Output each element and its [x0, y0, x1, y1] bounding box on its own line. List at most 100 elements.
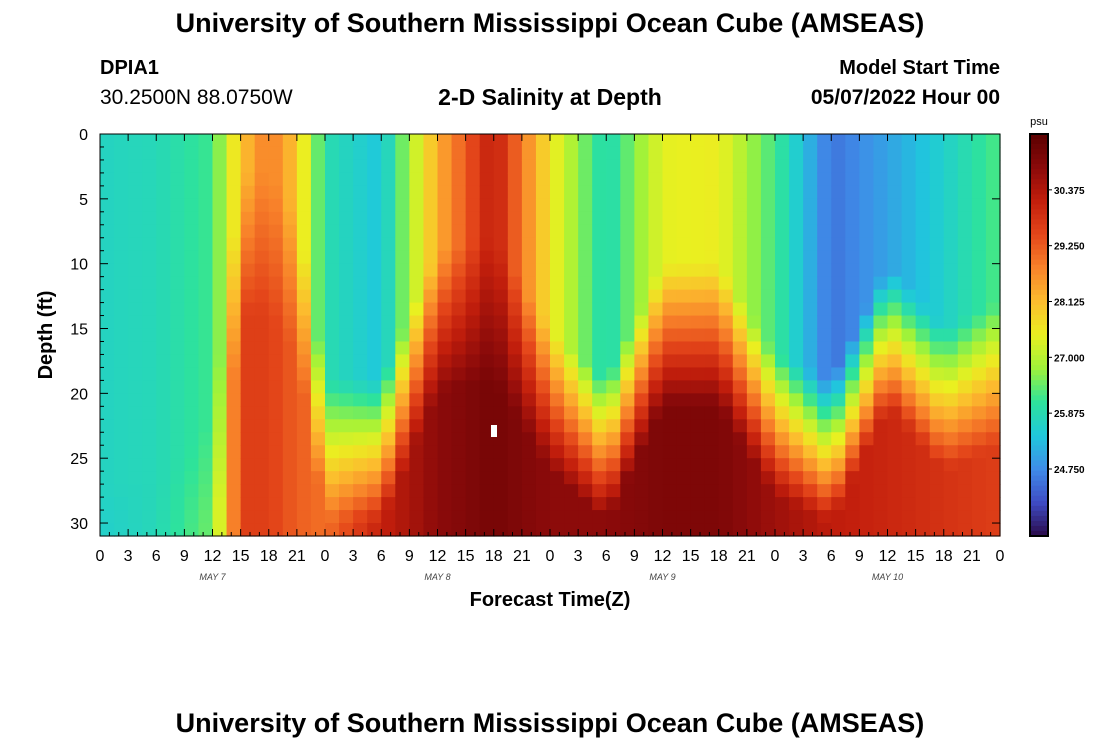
- heatmap-cell: [114, 354, 129, 369]
- heatmap-cell: [915, 159, 931, 174]
- heatmap-cell: [100, 393, 115, 407]
- heatmap-cell: [690, 237, 706, 252]
- heatmap-cell: [451, 250, 467, 265]
- heatmap-cell: [423, 393, 439, 407]
- heatmap-cell: [985, 445, 1001, 459]
- heatmap-cell: [718, 172, 734, 187]
- x-tick-label: 3: [574, 548, 583, 565]
- heatmap-cell: [156, 367, 171, 381]
- heatmap-cell: [395, 134, 410, 148]
- heatmap-cell: [212, 341, 228, 356]
- heatmap-cell: [353, 432, 368, 446]
- colorbar-segment: [1030, 400, 1048, 406]
- heatmap-cell: [606, 328, 621, 343]
- heatmap-cell: [507, 263, 523, 278]
- x-tick-label: 0: [771, 548, 780, 565]
- heatmap-cell: [339, 354, 354, 369]
- heatmap-cell: [760, 134, 776, 148]
- colorbar-segment: [1030, 345, 1048, 351]
- heatmap-cell: [775, 328, 790, 343]
- heatmap-cell: [395, 510, 410, 524]
- heatmap-cell: [620, 211, 635, 226]
- heatmap-cell: [760, 380, 776, 394]
- heatmap-cell: [100, 341, 115, 356]
- heatmap-cell: [423, 432, 439, 446]
- heatmap-cell: [212, 497, 228, 511]
- heatmap-cell: [226, 198, 242, 213]
- heatmap-cell: [240, 224, 256, 239]
- heatmap-cell: [226, 497, 242, 511]
- heatmap-cell: [310, 380, 326, 394]
- heatmap-cell: [817, 510, 832, 524]
- heatmap-cell: [915, 523, 931, 537]
- heatmap-cell: [114, 302, 129, 317]
- heatmap-cell: [325, 146, 340, 161]
- heatmap-cell: [943, 328, 959, 343]
- heatmap-cell: [198, 224, 214, 239]
- heatmap-cell: [704, 445, 720, 459]
- heatmap-cell: [240, 134, 256, 148]
- heatmap-cell: [760, 445, 776, 459]
- heatmap-cell: [381, 406, 396, 420]
- heatmap-cell: [746, 497, 762, 511]
- heatmap-cell: [592, 341, 607, 356]
- heatmap-cell: [156, 185, 171, 200]
- heatmap-cell: [395, 406, 410, 420]
- heatmap-cell: [268, 510, 284, 524]
- heatmap-cell: [873, 211, 889, 226]
- heatmap-cell: [859, 302, 875, 317]
- heatmap-cell: [254, 367, 270, 381]
- heatmap-cell: [310, 211, 326, 226]
- heatmap-cell: [831, 354, 846, 369]
- colorbar-segment: [1030, 279, 1048, 286]
- heatmap-cell: [156, 315, 171, 330]
- heatmap-cell: [465, 315, 481, 330]
- heatmap-cell: [367, 419, 382, 433]
- heatmap-cell: [156, 393, 171, 407]
- heatmap-cell: [718, 263, 734, 278]
- heatmap-cell: [493, 380, 509, 394]
- heatmap-cell: [437, 289, 453, 304]
- heatmap-cell: [887, 146, 903, 161]
- heatmap-cell: [409, 367, 425, 381]
- heatmap-cell: [184, 315, 200, 330]
- heatmap-cell: [901, 198, 917, 213]
- heatmap-cell: [100, 302, 115, 317]
- heatmap-cell: [578, 289, 593, 304]
- heatmap-cell: [746, 445, 762, 459]
- heatmap-cell: [226, 302, 242, 317]
- colorbar: [1030, 134, 1048, 537]
- heatmap-cell: [100, 237, 115, 252]
- heatmap-cell: [831, 211, 846, 226]
- heatmap-cell: [381, 185, 396, 200]
- heatmap-cell: [859, 328, 875, 343]
- heatmap-cell: [465, 341, 481, 356]
- heatmap-cell: [803, 263, 818, 278]
- heatmap-cell: [873, 237, 889, 252]
- heatmap-cell: [395, 172, 410, 187]
- heatmap-cell: [507, 497, 523, 511]
- heatmap-cell: [310, 497, 326, 511]
- heatmap-cell: [353, 185, 368, 200]
- heatmap-cell: [746, 302, 762, 317]
- heatmap-cell: [943, 445, 959, 459]
- heatmap-cell: [901, 341, 917, 356]
- heatmap-cell: [690, 497, 706, 511]
- heatmap-cell: [634, 380, 650, 394]
- heatmap-cell: [479, 211, 495, 226]
- heatmap-cell: [929, 328, 945, 343]
- heatmap-cell: [423, 172, 439, 187]
- heatmap-cell: [732, 146, 748, 161]
- heatmap-cell: [957, 159, 973, 174]
- heatmap-cell: [128, 224, 143, 239]
- heatmap-cell: [353, 510, 368, 524]
- heatmap-cell: [634, 445, 650, 459]
- heatmap-cell: [732, 367, 748, 381]
- heatmap-cell: [353, 146, 368, 161]
- heatmap-cell: [325, 484, 340, 498]
- heatmap-cell: [254, 198, 270, 213]
- heatmap-cell: [775, 432, 790, 446]
- heatmap-cell: [479, 445, 495, 459]
- heatmap-cell: [775, 237, 790, 252]
- heatmap-cell: [564, 263, 579, 278]
